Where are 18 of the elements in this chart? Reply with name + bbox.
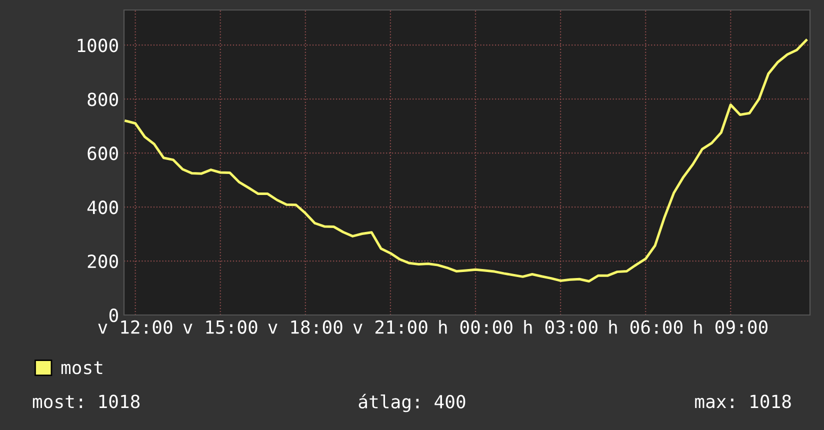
x-tick-label: h 00:00 bbox=[439, 320, 512, 334]
text: átlag: 400 bbox=[358, 394, 466, 412]
x-tick-label: h 06:00 bbox=[609, 320, 682, 334]
y-tick-label: 600 bbox=[88, 146, 118, 160]
text: max: 1018 bbox=[695, 394, 791, 408]
y-tick-label: 0 bbox=[109, 308, 118, 322]
legend-label: most bbox=[61, 361, 102, 374]
y-tick-label: 200 bbox=[88, 254, 118, 268]
x-tick-label: v 18:00 bbox=[268, 320, 342, 334]
x-tick-label: v 15:00 bbox=[183, 320, 258, 334]
y-tick-label: 800 bbox=[88, 92, 118, 106]
text: most: 1018 bbox=[32, 394, 140, 408]
x-tick-label: h 09:00 bbox=[694, 320, 768, 334]
x-tick-label: h 03:00 bbox=[524, 320, 598, 334]
y-tick-label: 1000 bbox=[78, 38, 118, 52]
y-tick-label: 400 bbox=[87, 200, 118, 214]
x-tick-label: v 21:00 bbox=[353, 320, 428, 334]
line-series bbox=[124, 38, 808, 283]
